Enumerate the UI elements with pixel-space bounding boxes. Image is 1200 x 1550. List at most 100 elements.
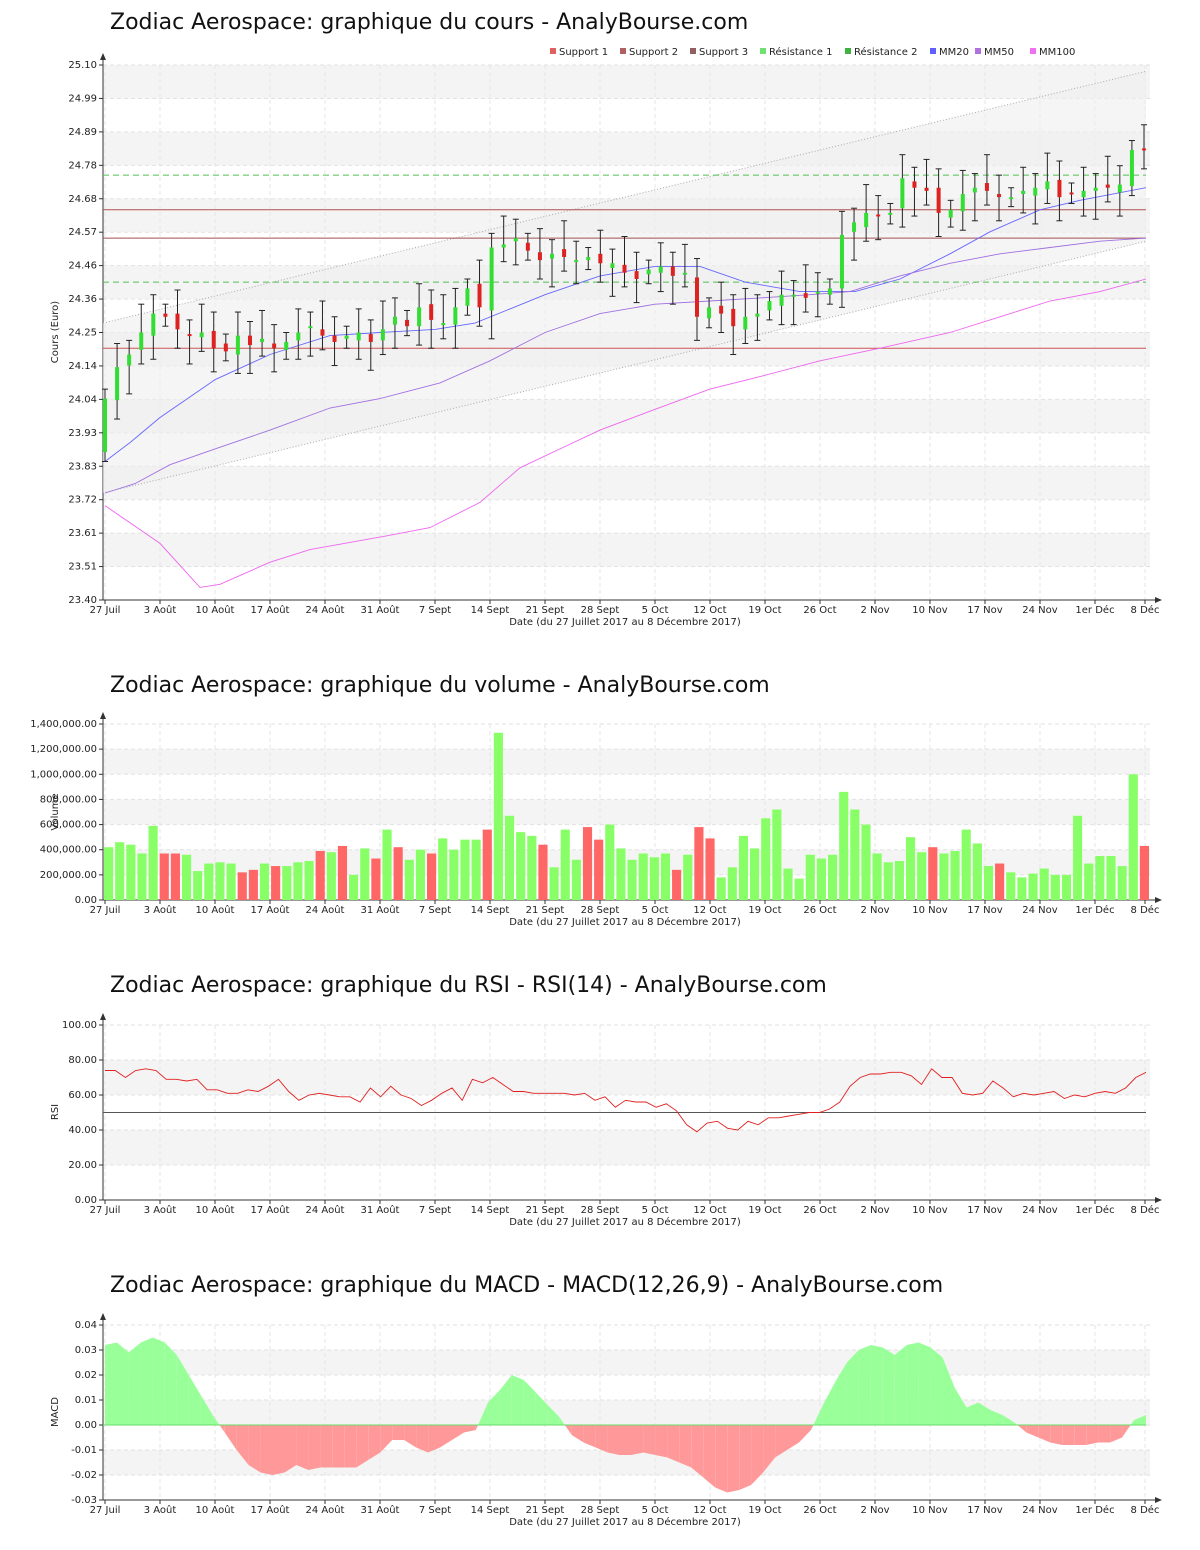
rsi-xtick-label: 27 Juil: [90, 1205, 121, 1216]
macd-ytick-label: 0.04: [75, 1320, 97, 1331]
macd-area-segment: [511, 1375, 524, 1425]
rsi-ytick-label: 80.00: [68, 1055, 97, 1066]
legend-swatch: [760, 48, 766, 54]
candle-body: [417, 307, 422, 327]
volume-bar: [1061, 874, 1072, 900]
macd-ytick-label: 0.03: [75, 1345, 97, 1356]
volume-xtick-label: 31 Août: [361, 904, 400, 916]
macd-area-segment: [787, 1425, 799, 1450]
volume-bar: [939, 853, 949, 900]
price-xtick-label: 27 Juil: [90, 605, 121, 616]
volume-bar: [750, 848, 760, 900]
macd-area-segment: [966, 1402, 979, 1425]
macd-area-segment: [564, 1425, 572, 1435]
candle-body: [513, 238, 518, 242]
rsi-xtick-label: 31 Août: [361, 1204, 400, 1216]
volume-bar: [783, 868, 793, 900]
volume-bar: [1106, 856, 1116, 900]
macd-area-segment: [475, 1425, 479, 1430]
volume-bar: [1095, 856, 1105, 900]
price-xtick-label: 26 Oct: [803, 605, 836, 616]
volume-xtick-label: 1er Déc: [1075, 904, 1114, 916]
volume-bar: [493, 732, 503, 900]
macd-area-segment: [727, 1425, 740, 1493]
candle-body: [405, 319, 410, 327]
volume-ytick-label: 1,200,000.00: [30, 744, 97, 755]
macd-area-segment: [356, 1425, 369, 1468]
price-ytick-label: 24.68: [68, 194, 97, 205]
volume-bar: [226, 863, 236, 900]
volume-bar: [961, 829, 971, 900]
candle-body: [1142, 148, 1146, 151]
volume-bar: [1139, 845, 1149, 900]
legend-label: Résistance 1: [769, 46, 832, 58]
macd-area-segment: [918, 1342, 931, 1425]
candle-body: [284, 341, 289, 350]
price-xtick-label: 1er Déc: [1075, 604, 1114, 616]
volume-bar: [1084, 863, 1094, 900]
macd-area-segment: [751, 1425, 764, 1485]
macd-area-segment: [811, 1425, 814, 1430]
price-ytick-label: 23.61: [68, 528, 97, 539]
volume-bar: [427, 853, 437, 900]
volume-bar: [170, 853, 180, 900]
macd-x-axis-arrow: [1155, 1497, 1162, 1503]
candle-body: [755, 313, 760, 317]
macd-area-segment: [499, 1375, 512, 1425]
rsi-xtick-label: 3 Août: [144, 1204, 177, 1216]
volume-bar: [972, 843, 982, 900]
volume-bar: [271, 866, 281, 900]
volume-bar: [315, 850, 325, 900]
candle-body: [296, 332, 301, 341]
price-xtick-label: 3 Août: [144, 604, 177, 616]
volume-bar: [582, 827, 593, 900]
price-xtick-label: 24 Août: [306, 604, 345, 616]
price-ytick-label: 24.14: [68, 361, 97, 372]
candle-body: [610, 263, 615, 268]
macd-area-segment: [1062, 1425, 1075, 1445]
candle-body: [791, 294, 796, 297]
volume-bar: [115, 842, 125, 900]
trend-line-upper: [102, 70, 1147, 324]
volume-bar: [605, 824, 615, 900]
price-ytick-label: 24.99: [68, 93, 97, 104]
macd-xtick-label: 8 Déc: [1131, 1504, 1160, 1516]
candle-body: [501, 244, 506, 248]
volume-bar: [259, 863, 270, 900]
macd-area-segment: [236, 1425, 249, 1465]
macd-xtick-label: 28 Sept: [581, 1505, 620, 1516]
price-xtick-label: 31 Août: [361, 604, 400, 616]
rsi-xtick-label: 19 Oct: [748, 1205, 781, 1216]
rsi-xtick-label: 21 Sept: [526, 1205, 565, 1216]
candle-body: [815, 291, 820, 294]
volume-bar: [248, 869, 258, 900]
macd-xtick-label: 27 Juil: [90, 1505, 121, 1516]
trend-line-lower: [102, 240, 1147, 494]
volume-bar: [894, 861, 904, 900]
price-ytick-label: 24.78: [68, 160, 97, 171]
candle-body: [441, 323, 446, 326]
macd-xtick-label: 21 Sept: [526, 1505, 565, 1516]
macd-area-segment: [894, 1345, 907, 1425]
price-xtick-label: 12 Oct: [693, 605, 726, 616]
price-xtick-label: 28 Sept: [581, 605, 620, 616]
volume-xtick-label: 17 Nov: [967, 905, 1003, 916]
macd-y-axis-arrow: [100, 1313, 106, 1320]
volume-bar: [382, 829, 392, 900]
macd-area-segment: [1026, 1425, 1039, 1438]
legend-swatch: [930, 48, 936, 54]
macd-area-segment: [1014, 1422, 1018, 1425]
volume-bar: [460, 839, 470, 900]
candle-body: [368, 334, 373, 342]
macd-area-segment: [1134, 1415, 1146, 1425]
macd-area-segment: [1130, 1420, 1134, 1425]
volume-bar: [738, 835, 749, 900]
price-chart: 23.40 23.51 23.61 23.72 23.83 23.93 24.04 24.14…: [50, 46, 1162, 628]
rsi-xtick-label: 7 Sept: [419, 1205, 451, 1216]
volume-bar: [660, 853, 671, 900]
volume-xtick-label: 24 Août: [306, 904, 345, 916]
macd-area-segment: [990, 1410, 1003, 1425]
price-ytick-label: 24.57: [68, 227, 97, 238]
candle-body: [924, 187, 929, 191]
candle-body: [103, 398, 107, 453]
